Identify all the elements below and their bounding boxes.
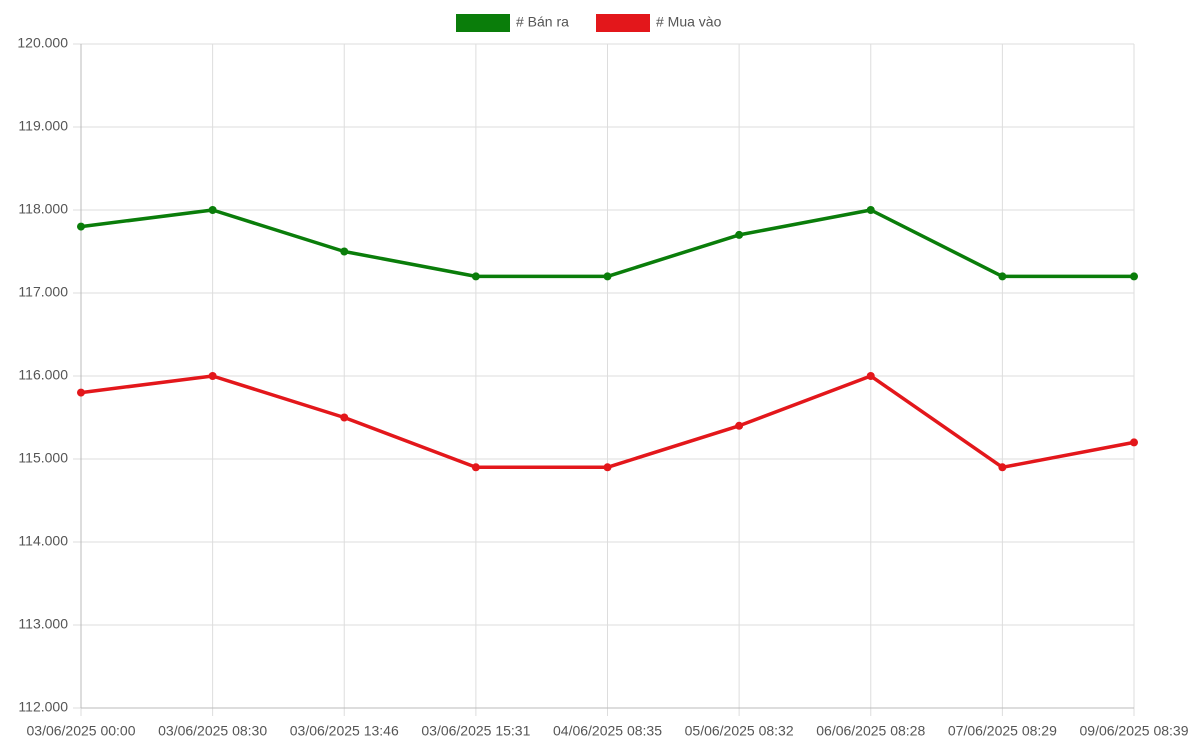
x-tick-label: 06/06/2025 08:28	[816, 723, 925, 739]
data-point	[471, 463, 480, 472]
y-tick-label: 112.000	[18, 699, 68, 715]
x-tick-label: 04/06/2025 08:35	[553, 723, 662, 739]
data-point	[866, 372, 875, 380]
x-tick-label: 03/06/2025 00:00	[27, 723, 136, 739]
y-tick-label: 117.000	[18, 284, 68, 300]
data-point	[1130, 272, 1138, 281]
y-tick-label: 114.000	[18, 533, 68, 549]
data-point	[603, 272, 612, 281]
data-point	[77, 222, 85, 231]
data-point	[998, 272, 1007, 281]
x-tick-label: 05/06/2025 08:32	[685, 723, 794, 739]
y-tick-label: 115.000	[18, 450, 68, 466]
y-tick-label: 116.000	[18, 367, 68, 383]
legend-label: # Mua vào	[656, 14, 722, 30]
y-tick-label: 120.000	[17, 35, 68, 51]
data-point	[471, 272, 480, 281]
data-point	[866, 206, 875, 214]
x-tick-label: 03/06/2025 15:31	[421, 723, 530, 739]
legend-swatch	[456, 14, 510, 32]
data-point	[340, 247, 349, 256]
x-tick-label: 03/06/2025 13:46	[290, 723, 399, 739]
data-point	[1130, 438, 1138, 447]
x-tick-label: 09/06/2025 08:39	[1080, 723, 1189, 739]
data-point	[77, 388, 85, 397]
data-point	[340, 413, 349, 422]
y-tick-label: 113.000	[18, 616, 68, 632]
legend-label: # Bán ra	[516, 14, 569, 30]
data-point	[603, 463, 612, 472]
x-tick-label: 03/06/2025 08:30	[158, 723, 267, 739]
data-point	[735, 421, 744, 430]
x-tick-label: 07/06/2025 08:29	[948, 723, 1057, 739]
legend-swatch	[596, 14, 650, 32]
data-point	[735, 230, 744, 239]
data-point	[208, 206, 217, 214]
data-point	[208, 372, 217, 380]
data-point	[998, 463, 1007, 472]
y-tick-label: 118.000	[18, 201, 68, 217]
y-tick-label: 119.000	[18, 118, 68, 134]
